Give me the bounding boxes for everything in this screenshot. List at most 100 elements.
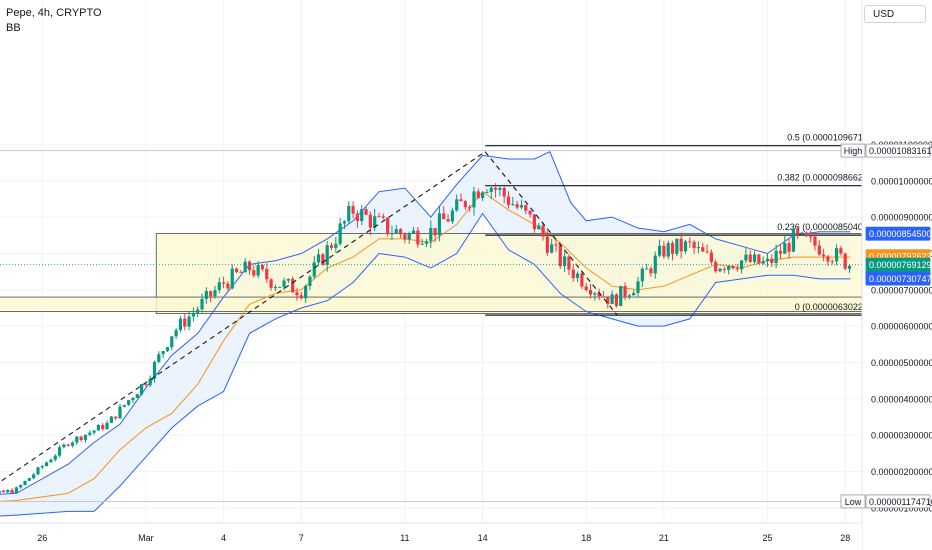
candle[interactable] (692, 241, 696, 248)
candle[interactable] (731, 265, 735, 269)
candle[interactable] (446, 219, 450, 222)
candle[interactable] (757, 254, 761, 264)
candle[interactable] (580, 273, 584, 287)
candle[interactable] (657, 245, 662, 256)
candle[interactable] (118, 406, 122, 419)
candle[interactable] (545, 236, 549, 253)
candle[interactable] (144, 384, 148, 386)
candle[interactable] (783, 243, 787, 254)
candle[interactable] (360, 209, 364, 222)
candle[interactable] (636, 281, 640, 293)
candle[interactable] (701, 247, 705, 252)
candle[interactable] (135, 394, 139, 398)
candle[interactable] (19, 485, 23, 488)
candle[interactable] (804, 232, 808, 237)
candle[interactable] (105, 422, 109, 430)
candle[interactable] (23, 480, 27, 486)
candle[interactable] (49, 459, 53, 463)
candle[interactable] (610, 294, 614, 304)
candle[interactable] (88, 432, 92, 435)
candle[interactable] (429, 227, 433, 242)
candle[interactable] (325, 245, 329, 265)
candle[interactable] (606, 296, 610, 304)
trend-line[interactable] (0, 151, 486, 506)
candle[interactable] (770, 258, 774, 264)
candle[interactable] (157, 354, 161, 362)
candle[interactable] (550, 244, 554, 253)
candle[interactable] (265, 269, 269, 280)
candle[interactable] (813, 236, 817, 246)
candle[interactable] (183, 318, 187, 327)
candle[interactable] (83, 434, 88, 441)
candle[interactable] (709, 252, 713, 262)
candle[interactable] (148, 378, 152, 386)
candle[interactable] (515, 204, 519, 208)
candle[interactable] (377, 216, 381, 218)
candle[interactable] (567, 256, 571, 270)
highlight-zone[interactable] (0, 296, 880, 313)
candle[interactable] (744, 254, 748, 261)
candle[interactable] (10, 489, 14, 494)
candle[interactable] (394, 229, 398, 234)
candle[interactable] (260, 265, 265, 270)
candle[interactable] (222, 282, 226, 284)
candle[interactable] (243, 261, 247, 273)
candle[interactable] (450, 210, 454, 222)
candle[interactable] (347, 205, 351, 222)
candle[interactable] (632, 292, 636, 296)
candle[interactable] (463, 201, 467, 208)
candle[interactable] (252, 270, 256, 276)
candle[interactable] (196, 309, 200, 313)
candle[interactable] (273, 287, 277, 289)
candle[interactable] (748, 254, 752, 262)
candle[interactable] (489, 187, 493, 192)
candle[interactable] (670, 243, 675, 254)
candle[interactable] (191, 312, 195, 317)
candle[interactable] (563, 256, 567, 267)
candle[interactable] (424, 241, 429, 244)
candle[interactable] (593, 293, 597, 295)
candle[interactable] (338, 223, 342, 244)
candle[interactable] (217, 282, 221, 291)
candle[interactable] (822, 254, 826, 257)
candle[interactable] (675, 238, 679, 254)
candle[interactable] (6, 489, 10, 493)
candle[interactable] (455, 199, 459, 211)
candle[interactable] (209, 291, 213, 297)
candle[interactable] (170, 336, 174, 348)
candle[interactable] (843, 253, 847, 269)
candle[interactable] (57, 447, 62, 456)
candle[interactable] (554, 244, 558, 246)
candle[interactable] (200, 298, 204, 310)
trend-line[interactable] (484, 151, 618, 316)
candle[interactable] (524, 205, 528, 211)
candle[interactable] (407, 233, 411, 240)
candle[interactable] (597, 293, 601, 297)
candle[interactable] (705, 251, 709, 253)
candle[interactable] (247, 261, 252, 271)
candle[interactable] (286, 278, 290, 281)
candle[interactable] (571, 269, 575, 278)
candle[interactable] (139, 384, 144, 395)
candle[interactable] (174, 330, 178, 337)
candle[interactable] (834, 248, 839, 262)
candle[interactable] (506, 196, 511, 205)
candle[interactable] (800, 232, 804, 235)
candle[interactable] (62, 444, 66, 448)
candle[interactable] (312, 262, 316, 277)
candle[interactable] (472, 191, 476, 208)
candle[interactable] (381, 216, 385, 218)
candle[interactable] (476, 191, 480, 199)
candle[interactable] (735, 268, 739, 270)
candle[interactable] (109, 416, 113, 423)
candle[interactable] (468, 207, 472, 209)
candle[interactable] (291, 278, 295, 293)
candle[interactable] (791, 228, 795, 252)
candle[interactable] (32, 474, 36, 479)
candle[interactable] (230, 268, 234, 289)
candle[interactable] (92, 430, 96, 433)
candle[interactable] (498, 188, 502, 190)
candle[interactable] (761, 261, 765, 264)
candle[interactable] (601, 296, 606, 298)
candle[interactable] (627, 295, 631, 297)
